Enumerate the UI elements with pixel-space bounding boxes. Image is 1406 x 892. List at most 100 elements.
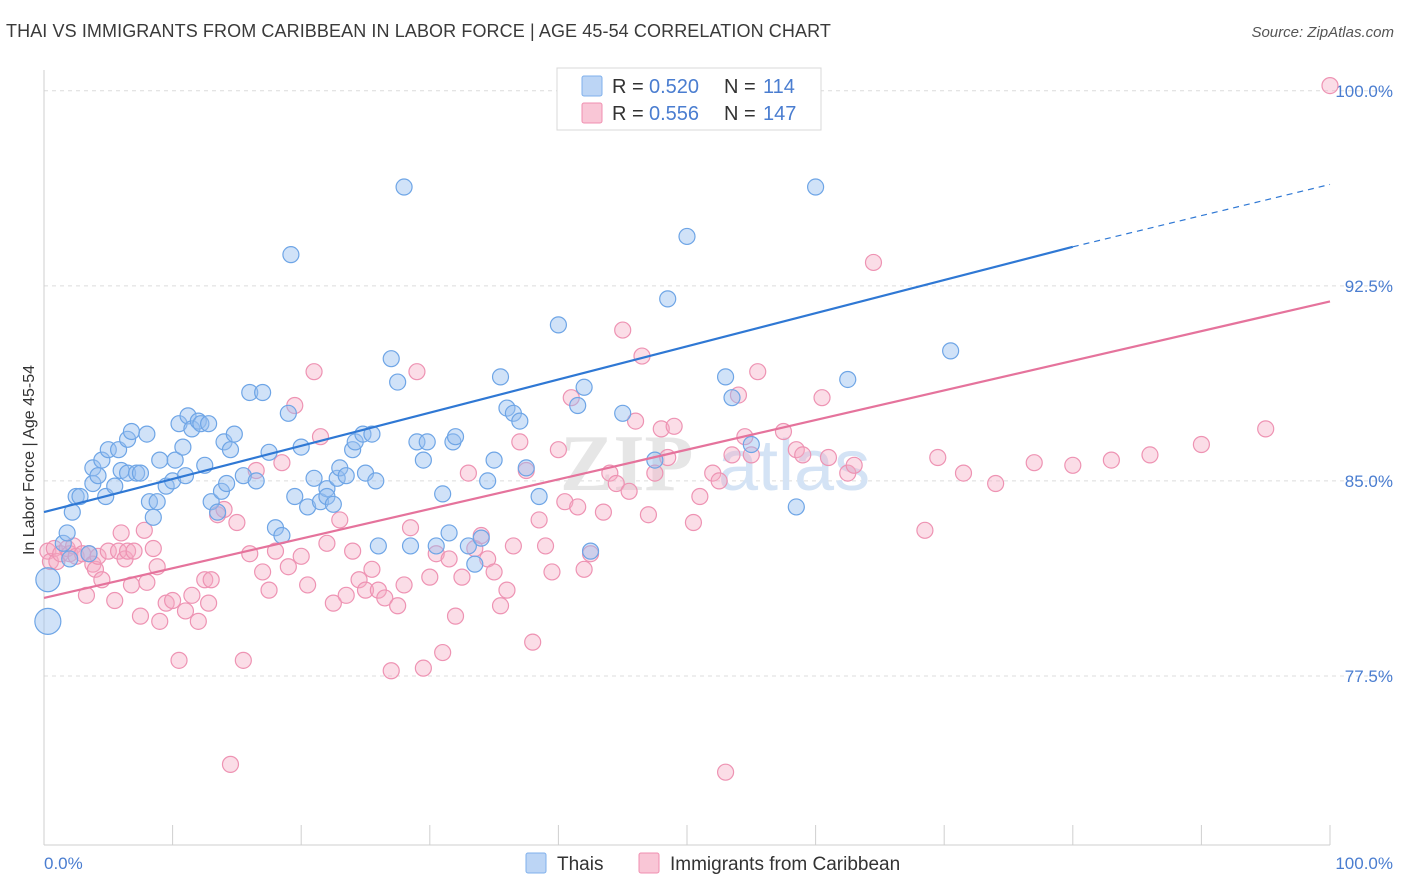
thais-point [581, 542, 600, 560]
legend-r-value-thais: 0.520 [649, 76, 699, 98]
caribbean-point [344, 542, 362, 560]
thais-point [254, 383, 272, 402]
thais-point [144, 508, 162, 526]
caribbean-point [530, 511, 548, 529]
caribbean-point [401, 519, 420, 537]
caribbean-point [845, 456, 863, 474]
caribbean-point [112, 524, 130, 542]
caribbean-point [131, 607, 150, 625]
caribbean-point [363, 560, 381, 578]
caribbean-point [376, 589, 394, 607]
caribbean-point [118, 542, 137, 560]
caribbean-point [151, 612, 169, 630]
caribbean-point [575, 560, 593, 578]
thais-point [122, 422, 141, 441]
caribbean-point [716, 763, 735, 781]
caribbean-point [183, 586, 201, 604]
thais-point [395, 178, 413, 196]
caribbean-point [459, 464, 477, 482]
caribbean-point [138, 573, 156, 591]
thais-point [241, 383, 259, 402]
caribbean-point [395, 576, 413, 594]
x-tick-label-max: 100.0% [1335, 854, 1393, 873]
caribbean-point [389, 597, 407, 615]
caribbean-point [639, 506, 658, 524]
thais-point [202, 493, 220, 511]
bottom-legend: Thais Immigrants from Caribbean [525, 852, 900, 875]
caribbean-point [819, 448, 838, 467]
caribbean-point [260, 581, 278, 599]
thais-point [324, 495, 342, 513]
thais-point [369, 537, 387, 555]
thais-point [305, 469, 323, 487]
thais-point [427, 537, 445, 555]
thais-point [166, 451, 184, 469]
bottom-legend-swatch-caribbean [638, 852, 660, 874]
thais-point [61, 550, 79, 568]
caribbean-point [954, 464, 973, 482]
thais-point [440, 524, 458, 542]
trend-line-thais-extension [1072, 183, 1331, 248]
caribbean-point [434, 643, 452, 662]
legend-swatch-caribbean [581, 102, 603, 124]
legend-n-value-caribbean: 147 [763, 103, 796, 125]
caribbean-point [549, 441, 568, 459]
thais-point [34, 607, 62, 635]
caribbean-point [1064, 456, 1082, 474]
thais-point [569, 396, 587, 415]
caribbean-point [135, 521, 153, 539]
caribbean-point [1102, 451, 1120, 469]
caribbean-point [556, 493, 574, 511]
thais-point [806, 178, 825, 196]
caribbean-point [305, 363, 323, 381]
thais-point [225, 425, 243, 443]
caribbean-point [1141, 446, 1159, 464]
chart-title: THAI VS IMMIGRANTS FROM CARIBBEAN IN LAB… [6, 21, 831, 41]
caribbean-point [196, 571, 214, 589]
thais-point [472, 529, 490, 547]
y-tick-label: 77.5% [1345, 667, 1393, 686]
thais-point [659, 290, 677, 308]
y-axis-label: In Labor Force | Age 45-54 [21, 365, 38, 555]
thais-point [234, 467, 252, 485]
caribbean-point [414, 659, 432, 677]
caribbean-point [498, 581, 516, 599]
y-tick-label: 85.0% [1345, 472, 1393, 491]
caribbean-point [421, 568, 439, 586]
thais-point [787, 498, 805, 516]
caribbean-point [626, 412, 645, 430]
legend-n-value-thais: 114 [763, 76, 795, 98]
caribbean-point [1192, 435, 1211, 454]
thais-point [742, 435, 760, 454]
caribbean-point [106, 591, 124, 610]
caribbean-point [254, 563, 272, 581]
caribbean-point [299, 576, 317, 594]
caribbean-point [170, 651, 188, 669]
caribbean-point [710, 472, 728, 490]
caribbean-point [440, 550, 458, 568]
caribbean-point [48, 552, 66, 571]
legend-n-label-thais: N = [724, 76, 756, 98]
bottom-legend-label-thais: Thais [557, 854, 603, 875]
caribbean-point [594, 503, 613, 521]
thais-point [678, 227, 696, 246]
caribbean-point [607, 474, 625, 493]
caribbean-point [569, 498, 587, 516]
thais-point [530, 487, 548, 506]
caribbean-point [864, 253, 883, 272]
thais-point [151, 451, 169, 469]
caribbean-point [164, 591, 182, 610]
thais-point [367, 472, 385, 490]
thais-point [80, 545, 98, 563]
thais-point [174, 438, 192, 456]
thais-point [71, 487, 89, 506]
thais-point [389, 373, 407, 391]
series-caribbean-points [39, 77, 1339, 781]
caribbean-point [273, 454, 291, 472]
caribbean-point [1321, 77, 1339, 95]
series-thais-points [34, 178, 960, 635]
legend-r-value-caribbean: 0.556 [649, 103, 699, 125]
caribbean-point [144, 539, 162, 558]
thais-point [459, 537, 477, 555]
thais-point [282, 246, 300, 264]
